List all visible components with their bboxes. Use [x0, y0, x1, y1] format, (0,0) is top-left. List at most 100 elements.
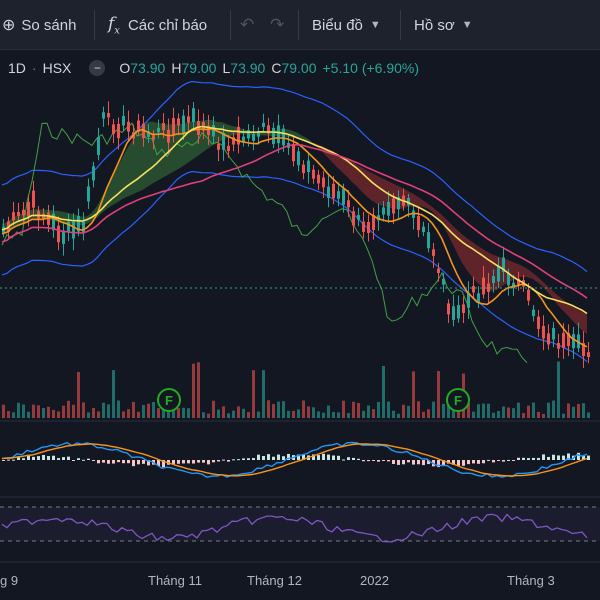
volume-bar	[127, 409, 130, 418]
ichimoku-cloud	[122, 148, 127, 200]
ema-fast-line	[1, 127, 588, 348]
chart-type-button[interactable]: Biểu đồ ▼	[312, 0, 381, 50]
candle	[367, 222, 370, 233]
candle	[482, 277, 485, 295]
candle	[517, 278, 520, 285]
macd-histogram-bar	[207, 460, 210, 465]
volume-bar	[327, 405, 330, 418]
xaxis-label: Tháng 3	[507, 573, 555, 588]
macd-histogram-bar	[437, 460, 440, 468]
bollinger-upper	[1, 80, 588, 273]
volume-bar	[557, 361, 560, 418]
candle	[272, 127, 275, 145]
volume-bar	[497, 410, 500, 418]
toolbar-divider	[94, 10, 95, 40]
candle	[97, 137, 100, 156]
ichimoku-cloud	[372, 173, 377, 204]
candle	[267, 125, 270, 134]
volume-bar	[132, 401, 135, 418]
volume-bar	[527, 405, 530, 418]
candle	[342, 188, 345, 205]
macd-histogram-bar	[137, 460, 140, 465]
volume-bar	[447, 402, 450, 418]
candle	[222, 132, 225, 150]
volume-bar	[77, 371, 80, 418]
volume-bar	[362, 410, 365, 418]
compare-button[interactable]: ⊕ So sánh	[2, 0, 76, 50]
volume-bar	[347, 413, 350, 418]
volume-bar	[37, 405, 40, 418]
volume-bar	[397, 413, 400, 418]
volume-bar	[62, 405, 65, 418]
interval-label[interactable]: 1D	[8, 60, 26, 76]
volume-bar	[432, 401, 435, 418]
macd-histogram-bar	[242, 458, 245, 460]
macd-histogram-bar	[32, 456, 35, 460]
volume-bar	[387, 401, 390, 418]
macd-histogram-bar	[492, 460, 495, 463]
volume-bar	[187, 408, 190, 418]
ichimoku-cloud	[562, 298, 567, 315]
volume-bar	[67, 400, 70, 418]
macd-histogram-bar	[377, 460, 380, 462]
candle	[427, 232, 430, 249]
volume-bar	[17, 402, 20, 418]
candle	[582, 343, 585, 356]
volume-bar	[217, 409, 220, 418]
volume-bar	[322, 412, 325, 418]
undo-button[interactable]: ↶	[240, 0, 254, 50]
candle	[187, 116, 190, 123]
macd-histogram-bar	[477, 460, 480, 464]
ichimoku-cloud	[462, 234, 467, 271]
profile-button[interactable]: Hồ sơ ▼	[414, 0, 473, 50]
macd-histogram-bar	[67, 456, 70, 460]
macd-histogram-bar	[257, 454, 260, 460]
ichimoku-cloud	[492, 254, 497, 291]
candle	[92, 166, 95, 181]
volume-bar	[272, 404, 275, 418]
volume-bar	[232, 410, 235, 418]
redo-icon: ↷	[270, 15, 285, 34]
volume-bar	[282, 401, 285, 418]
candle	[552, 327, 555, 340]
macd-histogram-bar	[132, 460, 135, 467]
macd-histogram-bar	[122, 460, 125, 464]
indicators-button[interactable]: fx Các chỉ báo	[108, 0, 207, 50]
ichimoku-cloud	[287, 129, 292, 138]
candle	[507, 272, 510, 286]
macd-histogram-bar	[342, 459, 345, 461]
volume-bar	[2, 404, 5, 418]
macd-histogram-bar	[82, 459, 85, 461]
volume-bar	[7, 411, 10, 418]
volume-bar	[317, 411, 320, 418]
candle	[562, 332, 565, 348]
change-value: +5.10 (+6.90%)	[322, 60, 420, 76]
ichimoku-cloud	[537, 276, 542, 286]
macd-histogram-bar	[147, 460, 150, 466]
high-value: 79.00	[181, 60, 217, 76]
volume-bar	[47, 406, 50, 418]
macd-histogram-bar	[297, 454, 300, 460]
macd-histogram-bar	[567, 453, 570, 460]
volume-bar	[552, 400, 555, 418]
macd-histogram-bar	[17, 456, 20, 460]
candle	[102, 112, 105, 119]
volume-bar	[402, 404, 405, 418]
collapse-legend-icon[interactable]: −	[89, 60, 106, 76]
macd-histogram-bar	[102, 460, 105, 463]
volume-bar	[227, 413, 230, 418]
volume-bar	[267, 400, 270, 418]
macd-histogram-bar	[472, 460, 475, 464]
redo-button[interactable]: ↷	[270, 0, 284, 50]
candle	[387, 201, 390, 216]
candle	[67, 221, 70, 232]
indicators-label: Các chỉ báo	[127, 16, 208, 34]
candle	[82, 221, 85, 234]
volume-bar	[382, 365, 385, 418]
macd-histogram-bar	[392, 460, 395, 464]
macd-histogram-bar	[557, 455, 560, 460]
macd-signal-line	[1, 443, 588, 477]
volume-bar	[72, 404, 75, 418]
macd-histogram-bar	[357, 458, 360, 460]
